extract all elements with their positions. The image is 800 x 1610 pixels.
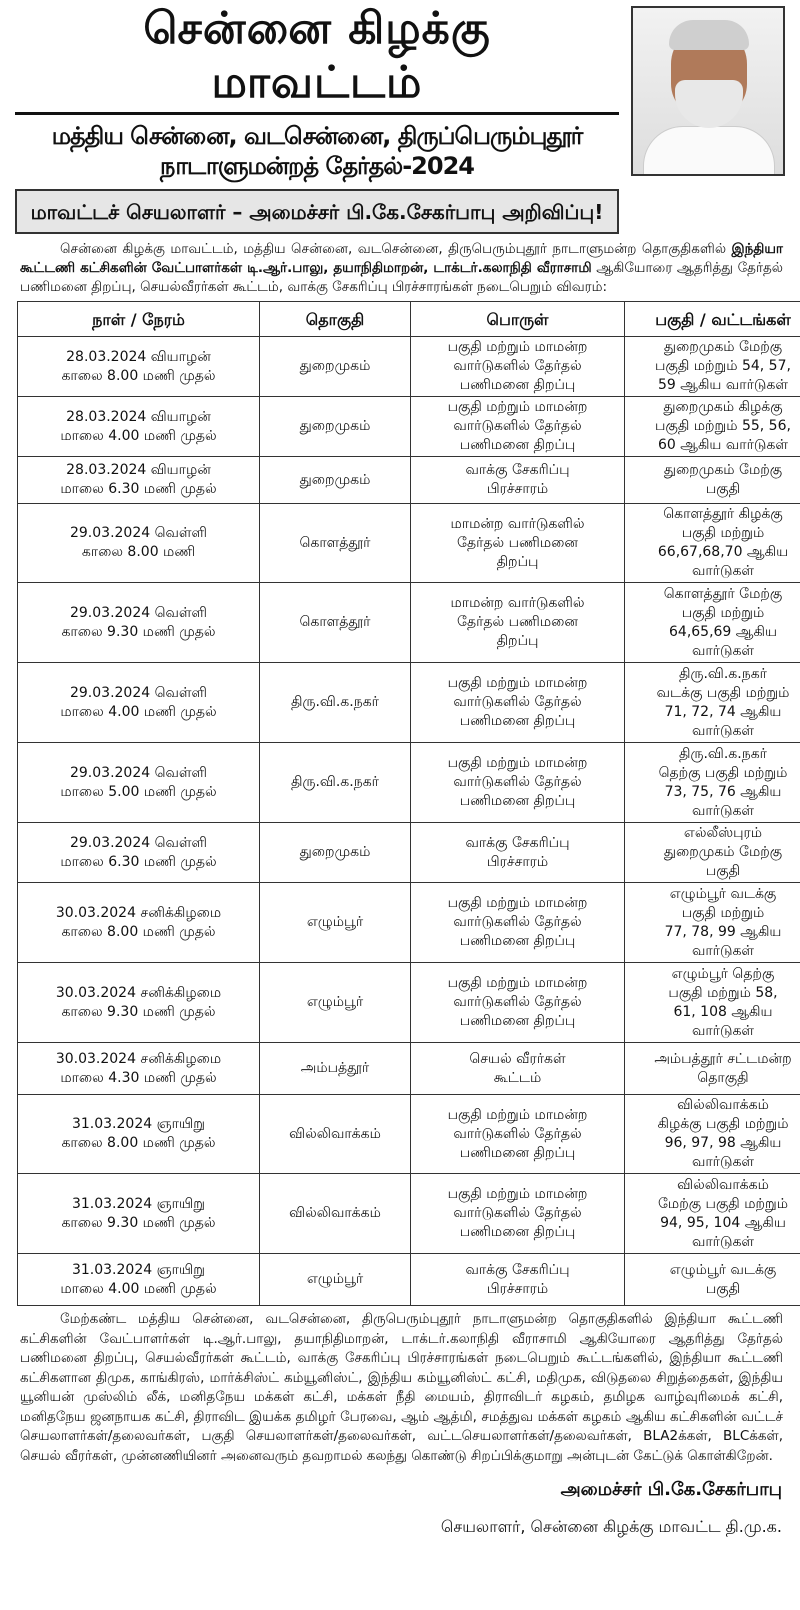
banner-text: மாவட்டச் செயலாளர் – அமைச்சர் பி.கே.சேகர்… bbox=[30, 199, 604, 224]
table-cell: வாக்கு சேகரிப்பு பிரச்சாரம் bbox=[410, 1253, 625, 1306]
table-cell: கொளத்தூர் மேற்கு பகுதி மற்றும் 64,65,69 ஆக… bbox=[624, 582, 800, 663]
table-cell: துறைமுகம் bbox=[259, 456, 411, 504]
table-cell: துறைமுகம் கிழக்கு பகுதி மற்றும் 55, 56, 60… bbox=[624, 396, 800, 457]
table-cell: 31.03.2024 ஞாயிறு காலை 8.00 மணி முதல் bbox=[17, 1094, 260, 1174]
table-cell: எழும்பூர் bbox=[259, 1253, 411, 1306]
table-cell: பகுதி மற்றும் மாமன்ற வார்டுகளில் தேர்தல் ப… bbox=[410, 962, 625, 1043]
column-header: தொகுதி bbox=[259, 301, 411, 337]
table-cell: 29.03.2024 வெள்ளி மாலை 5.00 மணி முதல் bbox=[17, 742, 260, 823]
closing-paragraph: மேற்கண்ட மத்திய சென்னை, வடசென்னை, திருபெ… bbox=[20, 1311, 783, 1464]
table-cell: பகுதி மற்றும் மாமன்ற வார்டுகளில் தேர்தல் ப… bbox=[410, 662, 625, 743]
table-cell: எழும்பூர் தெற்கு பகுதி மற்றும் 58, 61, 108… bbox=[624, 962, 800, 1043]
table-row: 31.03.2024 ஞாயிறு காலை 8.00 மணி முதல் வில்… bbox=[17, 1094, 800, 1174]
candidates-text: இந்தியா கூட்டணி கட்சிகளின் வேட்பாளர்கள் … bbox=[20, 241, 783, 276]
table-cell: வாக்கு சேகரிப்பு பிரச்சாரம் bbox=[410, 456, 625, 504]
table-header-row: நாள் / நேரம் தொகுதி பொருள் பகுதி / வட்டங்கள… bbox=[17, 301, 800, 337]
table-cell: எழும்பூர் வடக்கு பகுதி bbox=[624, 1253, 800, 1306]
table-cell: வில்லிவாக்கம் bbox=[259, 1173, 411, 1254]
district-title: சென்னை கிழக்கு மாவட்டம் bbox=[15, 2, 619, 115]
table-row: 31.03.2024 ஞாயிறு காலை 9.30 மணி முதல் வில்… bbox=[17, 1173, 800, 1254]
table-row: 28.03.2024 வியாழன் மாலை 4.00 மணி முதல் துற… bbox=[17, 396, 800, 457]
table-row: 29.03.2024 வெள்ளி காலை 9.30 மணி முதல் கொளத… bbox=[17, 582, 800, 663]
table-cell: செயல் வீரர்கள் கூட்டம் bbox=[410, 1042, 625, 1095]
table-cell: எல்லீஸ்புரம் துறைமுகம் மேற்கு பகுதி bbox=[624, 822, 800, 883]
table-row: 28.03.2024 வியாழன் மாலை 6.30 மணி முதல் துற… bbox=[17, 456, 800, 504]
intro-paragraph: சென்னை கிழக்கு மாவட்டம், மத்திய சென்னை, … bbox=[20, 241, 784, 295]
election-subtitle: மத்திய சென்னை, வடசென்னை, திருப்பெரும்புத… bbox=[51, 122, 584, 180]
table-cell: திரு.வி.க.நகர் தெற்கு பகுதி மற்றும் 73, 75… bbox=[624, 742, 800, 823]
schedule-table: நாள் / நேரம் தொகுதி பொருள் பகுதி / வட்டங்கள… bbox=[17, 301, 800, 1306]
portrait-photo bbox=[631, 6, 785, 176]
table-cell: திரு.வி.க.நகர் bbox=[259, 662, 411, 743]
table-cell: அம்பத்தூர் bbox=[259, 1042, 411, 1095]
table-cell: கொளத்தூர் bbox=[259, 582, 411, 663]
table-cell: 29.03.2024 வெள்ளி மாலை 4.00 மணி முதல் bbox=[17, 662, 260, 743]
table-cell: வாக்கு சேகரிப்பு பிரச்சாரம் bbox=[410, 822, 625, 883]
column-header: பொருள் bbox=[410, 301, 625, 337]
table-row: 30.03.2024 சனிக்கிழமை காலை 9.30 மணி முதல்… bbox=[17, 962, 800, 1043]
table-cell: துறைமுகம் bbox=[259, 336, 411, 397]
table-row: 31.03.2024 ஞாயிறு மாலை 4.00 மணி முதல் எழும… bbox=[17, 1253, 800, 1306]
table-cell: திரு.வி.க.நகர் bbox=[259, 742, 411, 823]
announcement-banner: மாவட்டச் செயலாளர் – அமைச்சர் பி.கே.சேகர்… bbox=[15, 189, 619, 234]
table-cell: பகுதி மற்றும் மாமன்ற வார்டுகளில் தேர்தல் ப… bbox=[410, 1094, 625, 1174]
table-cell: வில்லிவாக்கம் மேற்கு பகுதி மற்றும் 94, 95,… bbox=[624, 1173, 800, 1254]
table-cell: பகுதி மற்றும் மாமன்ற வார்டுகளில் தேர்தல் ப… bbox=[410, 742, 625, 823]
header-text-block: சென்னை கிழக்கு மாவட்டம் மத்திய சென்னை, வ… bbox=[15, 2, 619, 234]
table-row: 29.03.2024 வெள்ளி காலை 8.00 மணி கொளத்தூர் ம… bbox=[17, 503, 800, 583]
table-cell: திரு.வி.க.நகர் வடக்கு பகுதி மற்றும் 71, 72… bbox=[624, 662, 800, 743]
table-cell: 28.03.2024 வியாழன் மாலை 6.30 மணி முதல் bbox=[17, 456, 260, 504]
table-row: 28.03.2024 வியாழன் காலை 8.00 மணி முதல் துற… bbox=[17, 336, 800, 397]
table-cell: பகுதி மற்றும் மாமன்ற வார்டுகளில் தேர்தல் ப… bbox=[410, 882, 625, 963]
table-cell: எழும்பூர் வடக்கு பகுதி மற்றும் 77, 78, 99 … bbox=[624, 882, 800, 963]
table-cell: மாமன்ற வார்டுகளில் தேர்தல் பணிமனை திறப்பு bbox=[410, 582, 625, 663]
table-cell: 31.03.2024 ஞாயிறு மாலை 4.00 மணி முதல் bbox=[17, 1253, 260, 1306]
table-cell: எழும்பூர் bbox=[259, 962, 411, 1043]
table-cell: கொளத்தூர் கிழக்கு பகுதி மற்றும் 66,67,68,7… bbox=[624, 503, 800, 583]
table-cell: 30.03.2024 சனிக்கிழமை காலை 9.30 மணி முதல் bbox=[17, 962, 260, 1043]
table-cell: மாமன்ற வார்டுகளில் தேர்தல் பணிமனை திறப்பு bbox=[410, 503, 625, 583]
table-cell: பகுதி மற்றும் மாமன்ற வார்டுகளில் தேர்தல் ப… bbox=[410, 396, 625, 457]
table-cell: எழும்பூர் bbox=[259, 882, 411, 963]
table-cell: பகுதி மற்றும் மாமன்ற வார்டுகளில் தேர்தல் ப… bbox=[410, 1173, 625, 1254]
table-cell: துறைமுகம் மேற்கு பகுதி மற்றும் 54, 57, 59 … bbox=[624, 336, 800, 397]
table-row: 29.03.2024 வெள்ளி மாலை 5.00 மணி முதல் திரு… bbox=[17, 742, 800, 823]
table-cell: 28.03.2024 வியாழன் மாலை 4.00 மணி முதல் bbox=[17, 396, 260, 457]
table-cell: துறைமுகம் bbox=[259, 822, 411, 883]
table-cell: 30.03.2024 சனிக்கிழமை மாலை 4.30 மணி முதல் bbox=[17, 1042, 260, 1095]
table-row: 29.03.2024 வெள்ளி மாலை 4.00 மணி முதல் திரு… bbox=[17, 662, 800, 743]
table-cell: வில்லிவாக்கம் கிழக்கு பகுதி மற்றும் 96, 97… bbox=[624, 1094, 800, 1174]
table-row: 29.03.2024 வெள்ளி மாலை 6.30 மணி முதல் துறை… bbox=[17, 822, 800, 883]
column-header: நாள் / நேரம் bbox=[17, 301, 260, 337]
table-cell: 29.03.2024 வெள்ளி காலை 9.30 மணி முதல் bbox=[17, 582, 260, 663]
table-cell: துறைமுகம் bbox=[259, 396, 411, 457]
table-cell: பகுதி மற்றும் மாமன்ற வார்டுகளில் தேர்தல் ப… bbox=[410, 336, 625, 397]
table-cell: 29.03.2024 வெள்ளி மாலை 6.30 மணி முதல் bbox=[17, 822, 260, 883]
table-cell: 30.03.2024 சனிக்கிழமை காலை 8.00 மணி முதல் bbox=[17, 882, 260, 963]
signature-name: அமைச்சர் பி.கே.சேகர்பாபு bbox=[560, 1479, 782, 1500]
table-cell: 28.03.2024 வியாழன் காலை 8.00 மணி முதல் bbox=[17, 336, 260, 397]
table-cell: அம்பத்தூர் சட்டமன்ற தொகுதி bbox=[624, 1042, 800, 1095]
table-cell: 29.03.2024 வெள்ளி காலை 8.00 மணி bbox=[17, 503, 260, 583]
table-cell: துறைமுகம் மேற்கு பகுதி bbox=[624, 456, 800, 504]
column-header: பகுதி / வட்டங்கள் bbox=[624, 301, 800, 337]
header-section: சென்னை கிழக்கு மாவட்டம் மத்திய சென்னை, வ… bbox=[15, 2, 785, 234]
table-cell: 31.03.2024 ஞாயிறு காலை 9.30 மணி முதல் bbox=[17, 1173, 260, 1254]
table-row: 30.03.2024 சனிக்கிழமை மாலை 4.30 மணி முதல்… bbox=[17, 1042, 800, 1095]
table-row: 30.03.2024 சனிக்கிழமை காலை 8.00 மணி முதல்… bbox=[17, 882, 800, 963]
signature-role: செயலாளர், சென்னை கிழக்கு மாவட்ட தி.மு.க. bbox=[440, 1517, 782, 1536]
table-cell: கொளத்தூர் bbox=[259, 503, 411, 583]
table-cell: வில்லிவாக்கம் bbox=[259, 1094, 411, 1174]
